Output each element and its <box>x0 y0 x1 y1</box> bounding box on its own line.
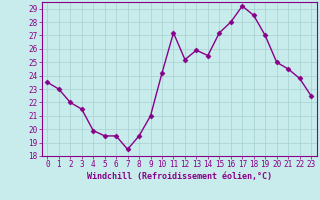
X-axis label: Windchill (Refroidissement éolien,°C): Windchill (Refroidissement éolien,°C) <box>87 172 272 181</box>
